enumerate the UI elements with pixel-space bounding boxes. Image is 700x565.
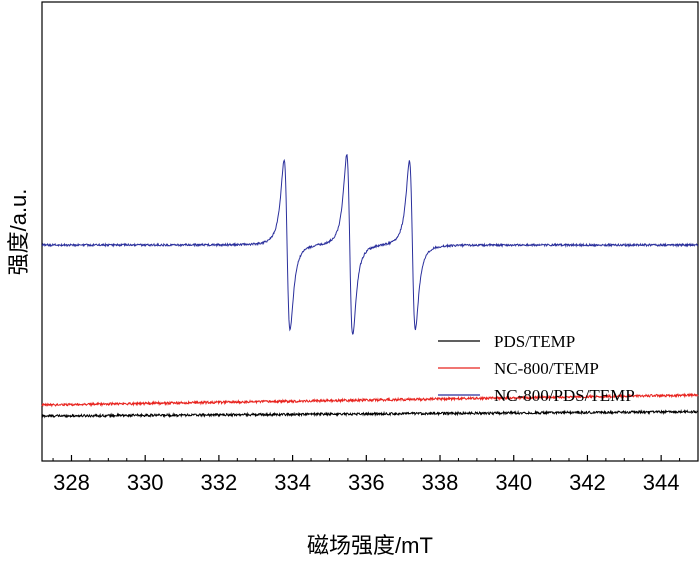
plot-frame	[41, 1, 699, 462]
series-layer	[41, 153, 699, 419]
x-tick-label: 332	[201, 470, 238, 495]
y-axis-label: 强度/a.u.	[6, 189, 31, 276]
x-tick-label: 334	[274, 470, 311, 495]
series-line-nc-800-temp	[41, 392, 699, 408]
legend: PDS/TEMP NC-800/TEMP NC-800/PDS/TEMP	[438, 332, 635, 405]
x-tick-label: 342	[569, 470, 606, 495]
x-tick-label: 330	[127, 470, 164, 495]
x-axis-ticks: 328 330 332 334 336 338 340 342 344	[52, 455, 699, 495]
legend-label: NC-800/TEMP	[494, 359, 599, 378]
x-tick-label: 344	[643, 470, 680, 495]
x-axis-label: 磁场强度/mT	[307, 533, 433, 558]
x-tick-label: 336	[348, 470, 385, 495]
x-tick-label: 328	[53, 470, 90, 495]
legend-label: NC-800/PDS/TEMP	[494, 386, 635, 405]
series-line-pds-temp	[41, 409, 699, 419]
legend-label: PDS/TEMP	[494, 332, 575, 351]
x-tick-label: 338	[422, 470, 459, 495]
series-line-nc-800-pds-temp	[41, 153, 699, 335]
x-tick-label: 340	[495, 470, 532, 495]
